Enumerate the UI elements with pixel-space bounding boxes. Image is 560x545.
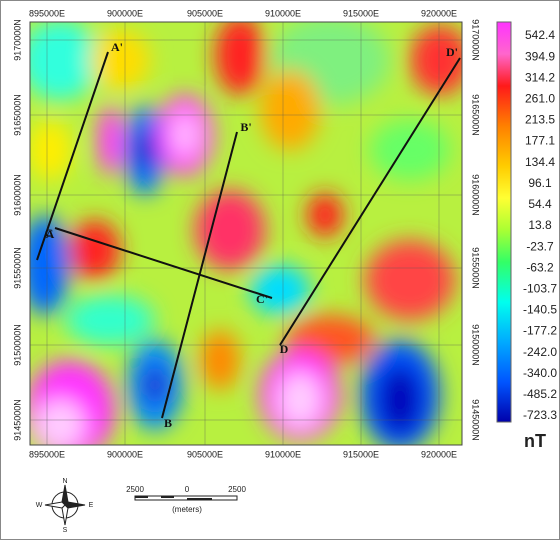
- compass-label: N: [62, 478, 67, 485]
- easting-label: 920000E: [421, 8, 457, 18]
- scale-label: 2500: [228, 485, 246, 494]
- legend-label: 54.4: [528, 197, 552, 211]
- scale-bar: [135, 496, 237, 500]
- profile-label: A': [111, 40, 123, 54]
- easting-label: 905000E: [187, 449, 223, 459]
- profile-label: C: [45, 226, 54, 240]
- legend-label: -23.7: [526, 239, 554, 253]
- compass-label: W: [36, 502, 43, 509]
- legend-label: 134.4: [525, 155, 555, 169]
- legend-label: -103.7: [523, 282, 557, 296]
- legend-label: 261.0: [525, 92, 555, 106]
- profile-label: B': [240, 120, 251, 134]
- legend-unit: nT: [524, 431, 546, 451]
- profile-label: C': [256, 292, 268, 306]
- easting-label: 905000E: [187, 8, 223, 18]
- easting-label: 900000E: [107, 8, 143, 18]
- easting-label: 900000E: [107, 449, 143, 459]
- legend-label: -242.0: [523, 345, 557, 359]
- scale-label: 0: [185, 485, 190, 494]
- northing-label: 9155000N: [471, 247, 481, 289]
- northing-label: 9145000N: [471, 399, 481, 441]
- profile-label: D': [446, 45, 458, 59]
- legend-label: 96.1: [528, 176, 552, 190]
- northing-label: 9160000N: [471, 174, 481, 216]
- legend-label: -340.0: [523, 366, 557, 380]
- colorbar: [497, 22, 511, 422]
- legend-label: 177.1: [525, 134, 555, 148]
- northing-label: 9165000N: [12, 94, 22, 136]
- northing-label: 9145000N: [12, 399, 22, 441]
- easting-label: 915000E: [343, 449, 379, 459]
- easting-label: 895000E: [29, 449, 65, 459]
- easting-label: 895000E: [29, 8, 65, 18]
- legend-label: 213.5: [525, 113, 555, 127]
- northing-label: 9170000N: [471, 19, 481, 61]
- legend-label: 394.9: [525, 49, 555, 63]
- easting-label: 910000E: [265, 8, 301, 18]
- scale-unit: (meters): [172, 505, 202, 514]
- page: nT N E S W 2500 0 2500 (meters) 895000E 8…: [0, 0, 560, 540]
- northing-label: 9165000N: [471, 94, 481, 136]
- legend-label: 314.2: [525, 70, 555, 84]
- northing-label: 9150000N: [12, 324, 22, 366]
- legend-label: -140.5: [523, 303, 557, 317]
- compass-label: E: [89, 502, 94, 509]
- northing-label: 9170000N: [12, 19, 22, 61]
- compass-label: S: [63, 527, 68, 534]
- legend-label: -63.2: [526, 260, 554, 274]
- legend-label: 13.8: [528, 218, 552, 232]
- profile-label: D: [280, 342, 289, 356]
- legend-label: -723.3: [523, 408, 557, 422]
- easting-label: 920000E: [421, 449, 457, 459]
- northing-label: 9155000N: [12, 247, 22, 289]
- northing-label: 9160000N: [12, 174, 22, 216]
- legend-label: -177.2: [523, 324, 557, 338]
- easting-label: 910000E: [265, 449, 301, 459]
- scale-label: 2500: [126, 485, 144, 494]
- profile-label: B: [164, 416, 172, 430]
- easting-label: 915000E: [343, 8, 379, 18]
- legend-label: 542.4: [525, 28, 555, 42]
- legend-label: -485.2: [523, 387, 557, 401]
- northing-label: 9150000N: [471, 324, 481, 366]
